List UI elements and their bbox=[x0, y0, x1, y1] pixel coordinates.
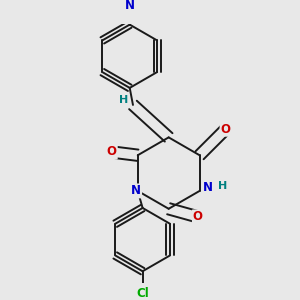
Text: O: O bbox=[220, 123, 230, 136]
Text: Cl: Cl bbox=[136, 287, 149, 300]
Text: N: N bbox=[131, 184, 141, 197]
Text: H: H bbox=[118, 95, 128, 105]
Text: O: O bbox=[107, 146, 117, 158]
Text: N: N bbox=[203, 181, 213, 194]
Text: H: H bbox=[218, 181, 227, 191]
Text: O: O bbox=[193, 210, 203, 224]
Text: N: N bbox=[125, 0, 135, 12]
